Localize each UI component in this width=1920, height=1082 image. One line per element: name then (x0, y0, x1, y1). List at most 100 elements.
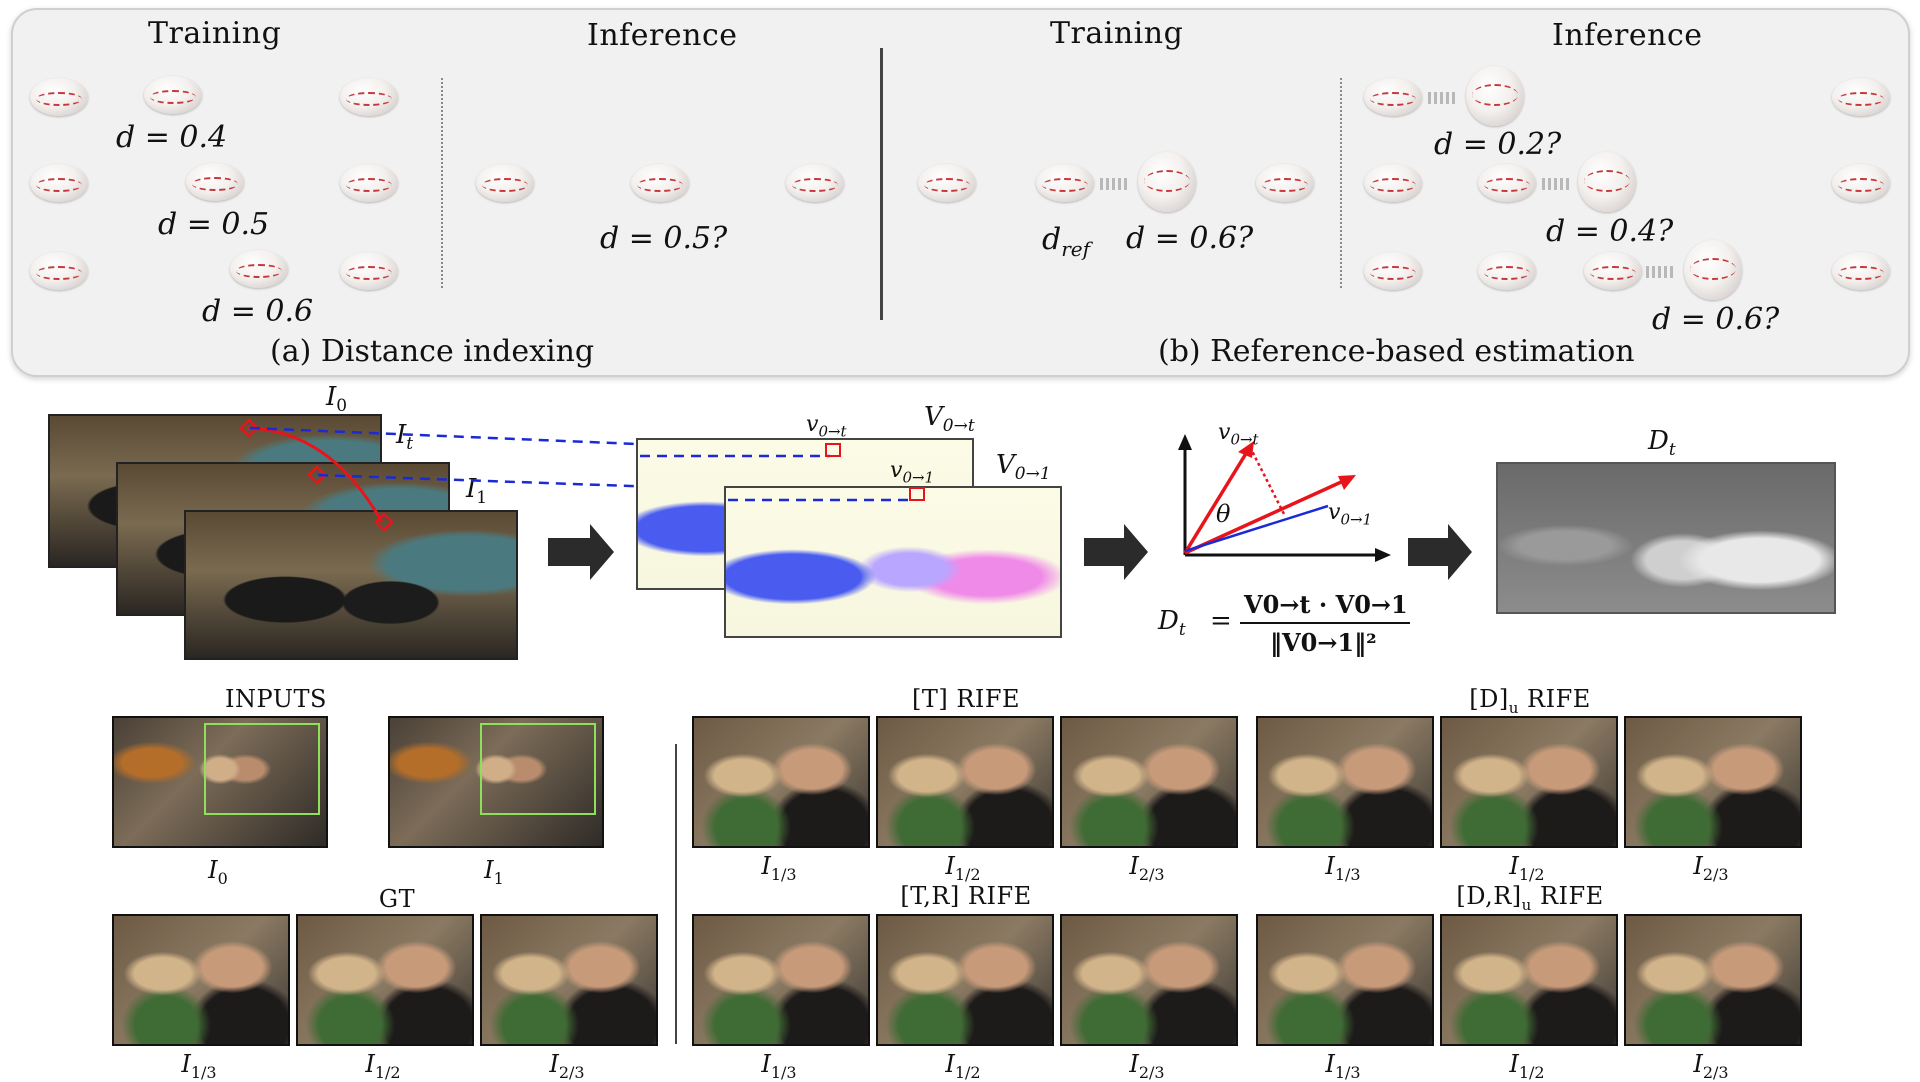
tr-rife-title: [T,R] RIFE (900, 882, 1032, 910)
baseball-icon (1584, 252, 1642, 290)
input-I0-image (112, 716, 328, 848)
formula-lhs: Dt (1158, 606, 1186, 641)
formula-denominator: ‖V0→1‖² (1270, 628, 1377, 657)
crop-region-box (204, 723, 320, 815)
I0-label: I0 (326, 382, 348, 417)
formula-fraction-bar (1240, 622, 1410, 624)
formula-numerator: V0→t · V0→1 (1244, 590, 1408, 619)
I1-label: I1 (466, 474, 488, 509)
baseball-icon (30, 164, 88, 202)
dotted-divider (441, 78, 443, 288)
baseball-icon (1832, 252, 1890, 290)
baseball-icon (1478, 252, 1536, 290)
baseball-icon (918, 164, 976, 202)
theta-label: θ (1216, 500, 1231, 528)
tr-rife-frame (1060, 914, 1238, 1046)
flow-map-V01 (724, 486, 1062, 638)
v01-vector-label: v0→1 (1328, 500, 1373, 529)
t-rife-frame (1060, 716, 1238, 848)
panel-b-inference-header: Inference (1552, 18, 1703, 53)
reference-distance-label: dref (1042, 222, 1091, 261)
baseball-icon (1364, 252, 1422, 290)
v0t-flow-label: v0→t (806, 412, 847, 441)
frame-label: I1/3 (761, 852, 797, 884)
panel-b-caption: (b) Reference-based estimation (1158, 334, 1635, 369)
baseball-icon (631, 164, 689, 202)
baseball-icon (476, 164, 534, 202)
training-query-label: d = 0.6? (1126, 221, 1254, 256)
panel-a-caption: (a) Distance indexing (270, 334, 595, 369)
reference-link (1542, 178, 1572, 190)
It-label: It (396, 420, 414, 455)
frame-label: I1/2 (945, 852, 981, 884)
input-I1-image (388, 716, 604, 848)
frame-label: I2/3 (549, 1050, 585, 1082)
gt-frame (480, 914, 658, 1046)
baseball-icon (144, 76, 202, 114)
frame-label: I2/3 (1129, 852, 1165, 884)
t-rife-title: [T] RIFE (911, 685, 1021, 713)
V01-label: V0→1 (996, 450, 1051, 485)
tr-rife-frame (692, 914, 870, 1046)
baseball-icon (186, 163, 244, 201)
baseball-icon (230, 250, 288, 288)
frame-label: I1/3 (181, 1050, 217, 1082)
panel-b-training-header: Training (1050, 16, 1184, 51)
baseball-icon (340, 164, 398, 202)
gt-title: GT (378, 885, 416, 913)
distance-query-label: d = 0.5? (600, 221, 728, 256)
frame-label: I1/2 (1509, 852, 1545, 884)
crop-region-box (480, 723, 596, 815)
baseball-icon (1832, 164, 1890, 202)
d-rife-frame (1624, 716, 1802, 848)
V0t-label: V0→t (924, 402, 975, 437)
baseball-icon (30, 252, 88, 290)
d-rife-frame (1440, 716, 1618, 848)
baseball-icon (1478, 164, 1536, 202)
baseball-icon (1364, 164, 1422, 202)
reference-link (1100, 178, 1130, 190)
baseball-icon (786, 164, 844, 202)
frame-label: I1/2 (945, 1050, 981, 1082)
d-rife-frame (1256, 716, 1434, 848)
panel-a-inference-header: Inference (587, 18, 738, 53)
frame-label: I1/2 (365, 1050, 401, 1082)
distance-label-3: d = 0.6 (202, 294, 314, 329)
panel-a-training-header: Training (148, 16, 282, 51)
formula-equals: = (1210, 606, 1232, 636)
dr-rife-title: [D,R]u RIFE (1456, 882, 1604, 914)
d-rife-title: [D]u RIFE (1469, 685, 1591, 717)
frame-label: I1/3 (1325, 1050, 1361, 1082)
reference-link (1428, 92, 1458, 104)
gt-frame (296, 914, 474, 1046)
frame-label: I2/3 (1129, 1050, 1165, 1082)
inference-query-label-3: d = 0.6? (1652, 302, 1780, 337)
t-rife-frame (876, 716, 1054, 848)
reference-link (1646, 266, 1676, 278)
dr-rife-frame (1624, 914, 1802, 1046)
v0t-vector-label: v0→t (1218, 420, 1259, 449)
inference-query-label-1: d = 0.2? (1434, 127, 1562, 162)
frame-label: I2/3 (1693, 852, 1729, 884)
reference-baseball-icon (1578, 152, 1636, 212)
frame-label: I2/3 (1693, 1050, 1729, 1082)
distance-map-Dt (1496, 462, 1836, 614)
baseball-icon (1364, 78, 1422, 116)
v01-flow-label: v0→1 (890, 458, 935, 487)
frame-label: I1/3 (761, 1050, 797, 1082)
dr-rife-frame (1440, 914, 1618, 1046)
t-rife-frame (692, 716, 870, 848)
baseball-icon (340, 252, 398, 290)
tr-rife-frame (876, 914, 1054, 1046)
dr-rife-frame (1256, 914, 1434, 1046)
reference-baseball-icon (1138, 152, 1196, 212)
baseball-icon (30, 78, 88, 116)
panel-divider (880, 48, 883, 320)
input-label-I0: I0 (208, 856, 228, 888)
dotted-divider (1340, 78, 1342, 288)
inputs-title: INPUTS (225, 685, 327, 713)
input-label-I1: I1 (484, 856, 504, 888)
distance-label-1: d = 0.4 (116, 120, 228, 155)
